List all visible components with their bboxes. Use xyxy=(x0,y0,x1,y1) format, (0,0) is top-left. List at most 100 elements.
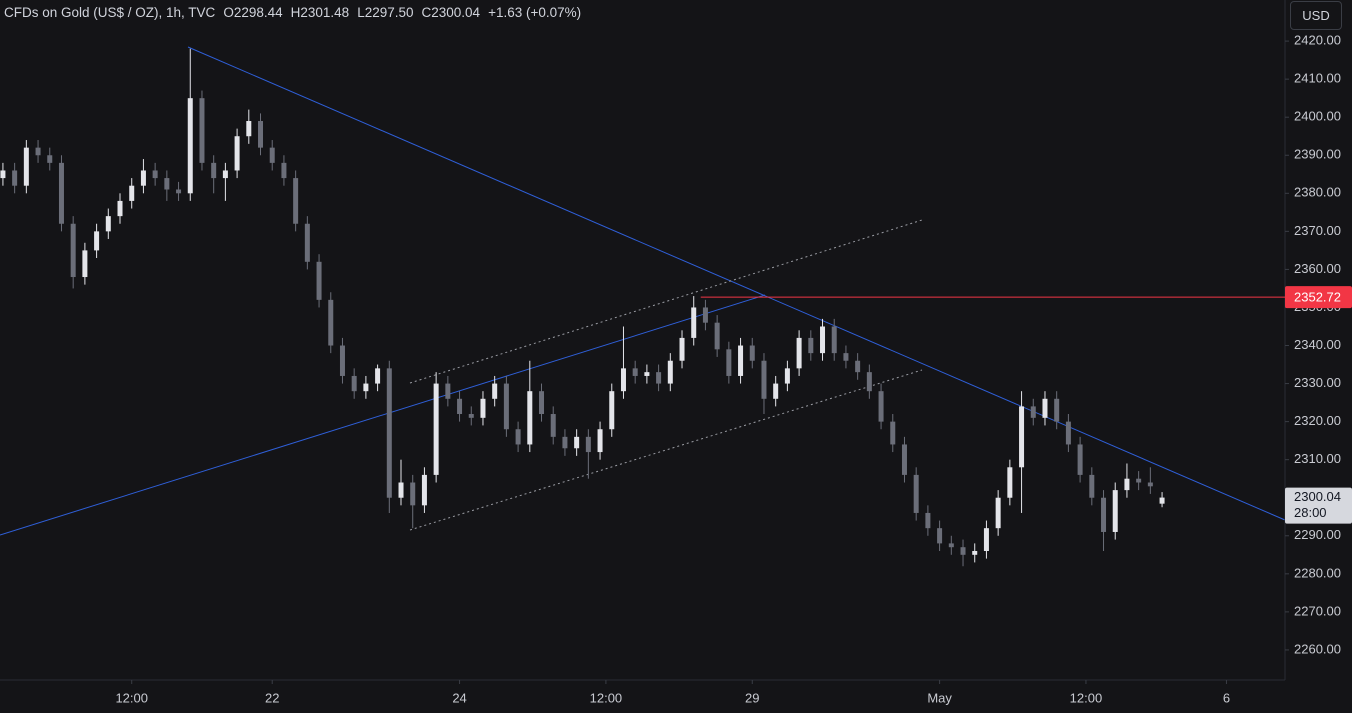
open-value: O2298.44 xyxy=(223,5,283,20)
candle-body xyxy=(714,322,720,350)
candle-body xyxy=(12,170,18,186)
candle-body xyxy=(47,155,53,163)
candle-body xyxy=(503,383,509,430)
candle-body xyxy=(843,353,849,361)
candle-body xyxy=(620,368,626,392)
candle-body xyxy=(1101,497,1107,532)
close-value: C2300.04 xyxy=(421,5,481,20)
candle-body xyxy=(749,345,755,361)
candle-body xyxy=(281,162,287,179)
trend-line xyxy=(187,46,1286,521)
candle-body xyxy=(1065,421,1071,445)
candle-body xyxy=(960,547,966,555)
candle-body xyxy=(632,368,638,376)
candle-body xyxy=(1136,478,1142,483)
candle-body xyxy=(222,170,228,179)
x-tick-label: 22 xyxy=(265,690,279,705)
candle-body xyxy=(375,368,381,384)
x-tick-label: 29 xyxy=(745,690,759,705)
change-value: +1.63 (+0.07%) xyxy=(488,5,582,20)
candle-body xyxy=(468,414,474,418)
candle-body xyxy=(550,414,556,437)
candle-body xyxy=(1124,478,1130,491)
candle-body xyxy=(913,474,919,513)
y-tick-label: 2330.00 xyxy=(1294,375,1341,390)
price-axis xyxy=(1285,0,1352,713)
candle-body xyxy=(234,136,240,171)
symbol-legend: CFDs on Gold (US$ / OZ), 1h, TVC O2298.4… xyxy=(4,5,581,20)
candle-body xyxy=(831,326,837,354)
candle-body xyxy=(293,178,299,224)
candle-body xyxy=(140,170,146,186)
candle-body xyxy=(386,368,392,498)
y-tick-label: 2280.00 xyxy=(1294,565,1341,580)
candle-body xyxy=(105,216,111,232)
candle-body xyxy=(585,436,591,453)
x-tick-label: May xyxy=(927,690,952,705)
low-value: L2297.50 xyxy=(357,5,414,20)
x-tick-label: 6 xyxy=(1223,690,1230,705)
candle-body xyxy=(878,391,884,422)
candle-body xyxy=(901,444,907,475)
candle-body xyxy=(58,162,64,224)
high-value: H2301.48 xyxy=(290,5,350,20)
candle-body xyxy=(609,391,615,430)
candle-body xyxy=(667,360,673,384)
currency-button[interactable]: USD xyxy=(1290,1,1342,30)
candle-body xyxy=(855,360,861,373)
candle-body xyxy=(35,147,41,156)
candle-body xyxy=(211,162,217,179)
candle-body xyxy=(515,429,521,445)
y-tick-label: 2380.00 xyxy=(1294,185,1341,200)
candle-body xyxy=(258,121,264,148)
candle-body xyxy=(164,178,170,190)
candle-body xyxy=(445,383,451,399)
candle-body xyxy=(421,474,427,506)
candle-body xyxy=(995,497,1001,529)
candle-body xyxy=(1159,497,1165,504)
candle-body xyxy=(527,391,533,445)
candle-body xyxy=(1077,444,1083,475)
y-tick-label: 2400.00 xyxy=(1294,109,1341,124)
candle-body xyxy=(433,383,439,475)
y-tick-label: 2390.00 xyxy=(1294,147,1341,162)
candle-body xyxy=(738,345,744,376)
candle-body xyxy=(492,383,498,399)
level-label-box xyxy=(1285,286,1352,309)
candle-body xyxy=(1007,467,1013,498)
candle-body xyxy=(773,383,779,399)
symbol-title: CFDs on Gold (US$ / OZ), 1h, TVC xyxy=(4,5,216,20)
candle-body xyxy=(316,261,322,300)
candle-body xyxy=(761,360,767,399)
x-tick-label: 24 xyxy=(452,690,466,705)
y-tick-label: 2320.00 xyxy=(1294,413,1341,428)
candle-body xyxy=(117,200,123,217)
candle-body xyxy=(644,372,650,376)
candle-body xyxy=(597,429,603,453)
y-tick-label: 2420.00 xyxy=(1294,33,1341,48)
candle-body xyxy=(656,372,662,384)
candle-body xyxy=(820,326,826,354)
candle-body xyxy=(948,543,954,548)
last-price-label: 2300.04 xyxy=(1294,489,1341,504)
candle-body xyxy=(808,337,814,354)
candle-body xyxy=(937,528,943,544)
x-tick-label: 12:00 xyxy=(590,690,623,705)
y-tick-label: 2310.00 xyxy=(1294,451,1341,466)
y-tick-label: 2340.00 xyxy=(1294,337,1341,352)
y-tick-label: 2410.00 xyxy=(1294,71,1341,86)
candle-body xyxy=(1042,398,1048,418)
candle-body xyxy=(70,223,76,278)
candle-body xyxy=(351,375,357,392)
candle-body xyxy=(269,147,275,163)
candle-body xyxy=(562,436,568,449)
x-tick-label: 12:00 xyxy=(1070,690,1103,705)
candle-body xyxy=(480,398,486,418)
y-tick-label: 2370.00 xyxy=(1294,223,1341,238)
candle-body xyxy=(1112,490,1118,532)
candle-body xyxy=(246,121,252,137)
candle-body xyxy=(539,391,545,415)
candle-body xyxy=(457,398,463,415)
y-tick-label: 2290.00 xyxy=(1294,527,1341,542)
candle-body xyxy=(1147,482,1153,487)
